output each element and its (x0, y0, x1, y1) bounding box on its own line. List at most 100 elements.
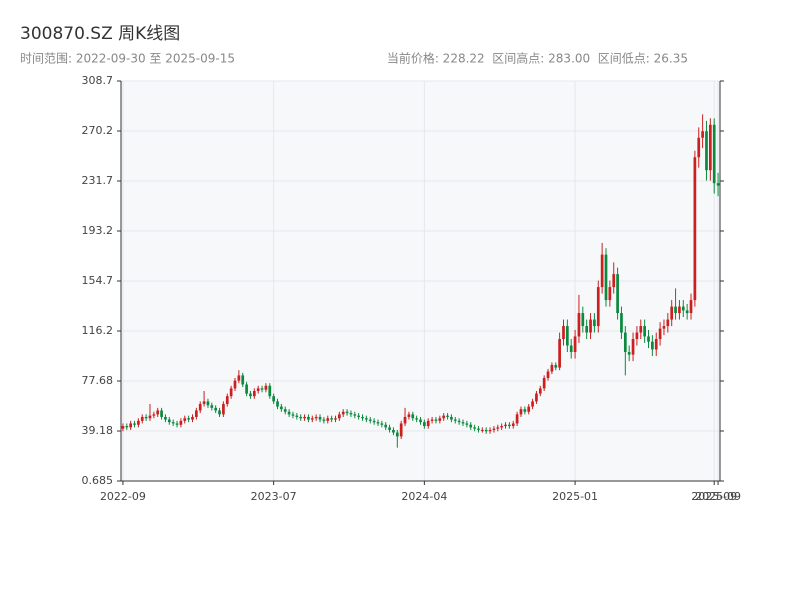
candle-body (307, 416, 310, 420)
candle-body (623, 332, 627, 353)
candle-body (600, 254, 604, 288)
candle-body (480, 429, 484, 431)
candle-body (705, 131, 708, 171)
candle-body (620, 313, 623, 333)
x-tick-label: 2025-01 (552, 490, 598, 503)
candle-body (125, 426, 129, 428)
candle-body (210, 405, 214, 408)
candle-body (129, 423, 133, 428)
candle-body (581, 313, 585, 327)
x-tick-label: 2025-09 (691, 490, 737, 503)
candle-body (523, 409, 527, 412)
candle-body (403, 416, 407, 424)
candle-body (295, 415, 299, 417)
candle-body (202, 401, 206, 404)
candle-body (376, 422, 380, 424)
candle-body (303, 416, 306, 419)
candle-body (701, 131, 704, 138)
candle-body (407, 414, 411, 417)
candle-body (233, 380, 237, 389)
candle-body (388, 427, 391, 430)
candle-body (469, 424, 473, 428)
candle-body (175, 423, 179, 425)
candle-body (225, 396, 229, 404)
candle-body (137, 420, 140, 425)
candle-body (515, 414, 519, 424)
candle-body (535, 393, 538, 402)
candle-body (187, 418, 190, 420)
candle-body (206, 401, 210, 406)
x-tick-label: 2025-09 (695, 490, 741, 503)
y-tick-label: 270.2 (82, 124, 114, 137)
candle-body (585, 326, 589, 333)
candle-body (241, 375, 245, 385)
candle-body (179, 420, 183, 425)
candle-body (712, 124, 716, 184)
candle-body (674, 306, 677, 314)
candle-body (237, 375, 241, 381)
candle-body (191, 416, 194, 420)
candle-body (484, 429, 488, 432)
candle-body (195, 410, 198, 417)
candle-body (121, 426, 125, 429)
candle-body (519, 409, 523, 415)
candle-body (399, 423, 403, 437)
candle-body (349, 413, 353, 415)
y-tick-label: 193.2 (82, 224, 114, 237)
candle-body (647, 336, 650, 342)
candle-body (140, 416, 144, 421)
candle-body (511, 423, 515, 427)
candle-body (287, 411, 291, 415)
candle-body (461, 422, 465, 424)
candle-body (438, 418, 442, 421)
candle-body (670, 306, 674, 320)
candle-body (245, 384, 248, 394)
x-tick-label: 2022-09 (100, 490, 146, 503)
candle-body (450, 416, 453, 420)
summary: 当前价格: 228.22 区间高点: 283.00 区间低点: 26.35 (387, 51, 688, 66)
candle-body (337, 414, 341, 419)
candle-body (160, 410, 163, 417)
candle-body (430, 419, 434, 421)
candle-body (693, 157, 697, 301)
candle-body (380, 423, 384, 425)
candle-body (496, 427, 500, 429)
candle-body (198, 403, 202, 411)
candle-body (508, 424, 511, 427)
candle-body (542, 377, 546, 389)
candle-body (716, 183, 720, 186)
candle-body (492, 428, 496, 430)
candle-body (148, 415, 152, 419)
candle-body (156, 410, 160, 415)
candle-body (593, 319, 596, 327)
candle-body (164, 416, 167, 420)
candle-body (276, 401, 279, 407)
candle-body (249, 393, 252, 397)
candle-body (322, 419, 326, 421)
candle-body (395, 432, 399, 437)
candle-body (473, 427, 476, 429)
x-tick-label: 2023-07 (251, 490, 297, 503)
candle-body (631, 339, 635, 355)
candle-body (171, 422, 175, 424)
candle-body (554, 365, 558, 368)
y-tick-label: 308.7 (82, 74, 114, 87)
candle-body (222, 403, 225, 415)
candle-body (658, 328, 662, 340)
candle-body (361, 416, 364, 419)
candle-body (229, 388, 233, 397)
candle-body (538, 388, 542, 394)
candle-body (558, 339, 561, 368)
candle-body (392, 429, 395, 433)
candle-body (372, 420, 376, 423)
y-tick-label: 39.18 (82, 424, 114, 437)
candle-body (651, 341, 654, 350)
candle-body (415, 418, 418, 420)
candle-body (368, 419, 372, 421)
candle-body (662, 326, 666, 329)
candle-body (218, 410, 221, 415)
candle-body (314, 416, 318, 419)
candle-body (280, 406, 283, 410)
candle-body (635, 332, 639, 340)
